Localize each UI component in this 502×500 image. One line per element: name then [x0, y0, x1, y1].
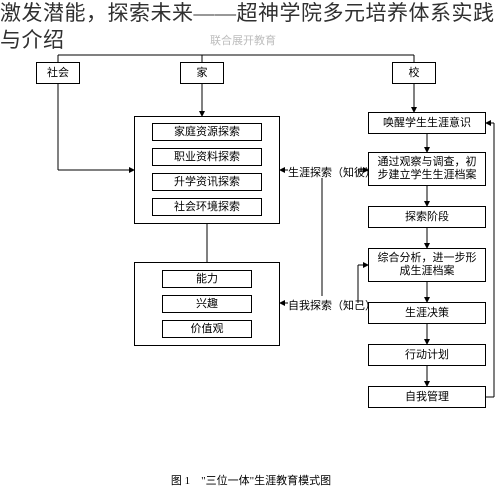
family-item-0: 家庭资源探索	[152, 123, 262, 141]
self-item-1: 兴趣	[162, 295, 252, 313]
school-step-3: 综合分析，进一步形成生涯档案	[368, 248, 486, 282]
label-career-explore: 生涯探索（知彼）	[288, 164, 376, 180]
head-family: 家	[180, 62, 224, 84]
figure-caption: 图 1 "三位一体"生涯教育模式图	[0, 472, 502, 488]
page-title: 激发潜能，探索未来——超神学院多元培养体系实践与介绍	[0, 0, 502, 54]
family-item-2: 升学资讯探索	[152, 173, 262, 191]
head-school: 校	[392, 62, 436, 84]
school-step-4: 生涯决策	[368, 302, 486, 324]
label-self-explore: 自我探索（知己）	[288, 297, 376, 313]
self-item-2: 价值观	[162, 320, 252, 338]
school-step-0: 唤醒学生生涯意识	[368, 112, 486, 134]
school-step-2: 探索阶段	[368, 206, 486, 228]
self-item-0: 能力	[162, 270, 252, 288]
school-step-5: 行动计划	[368, 344, 486, 366]
school-step-6: 自我管理	[368, 386, 486, 408]
school-step-1: 通过观察与调查，初步建立学生生涯档案	[368, 152, 486, 186]
family-item-3: 社会环境探索	[152, 198, 262, 216]
family-item-1: 职业资料探索	[152, 148, 262, 166]
head-society: 社会	[36, 62, 80, 84]
